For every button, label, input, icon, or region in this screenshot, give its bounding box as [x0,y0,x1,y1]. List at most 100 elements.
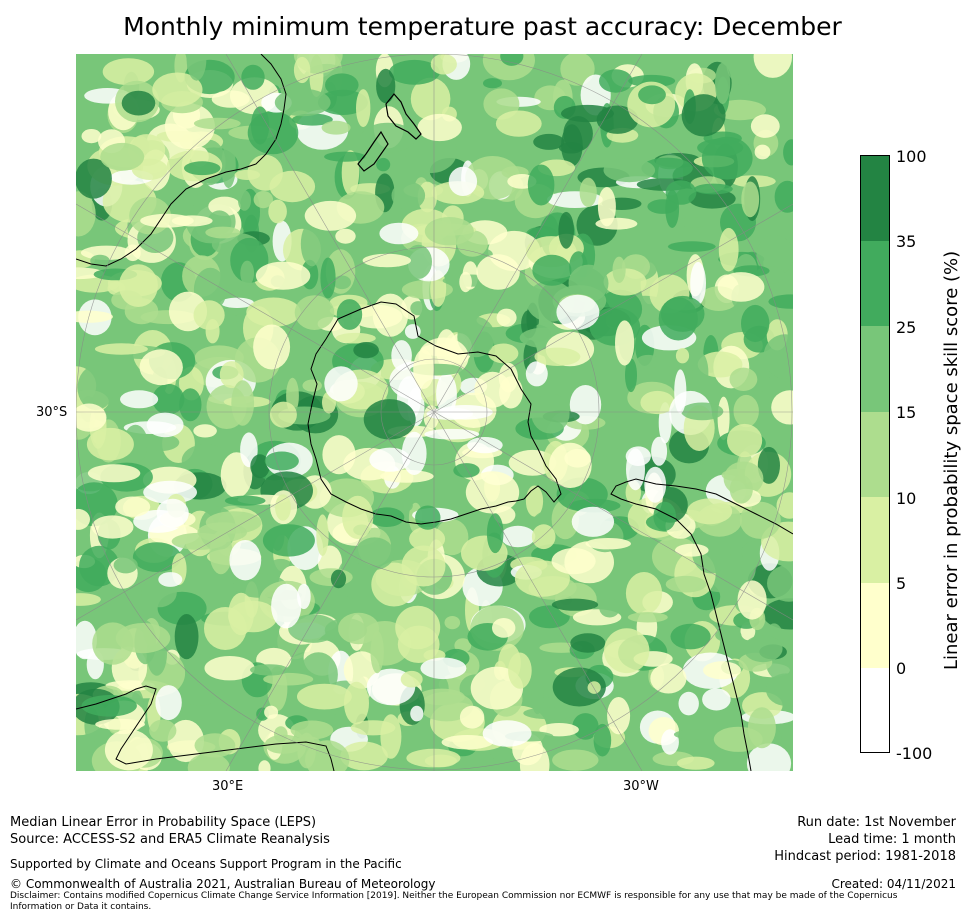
skill-field-patch [220,297,254,308]
skill-field-patch [476,254,520,290]
skill-field-patch [523,707,577,720]
skill-field-patch [688,189,736,209]
colorbar-tick: -100 [896,744,933,763]
skill-field-patch [436,372,457,416]
skill-field-patch [181,444,231,477]
colorbar-tick: 25 [896,318,917,337]
skill-field-patch [95,718,145,730]
skill-field-patch [294,295,335,330]
skill-field-patch [87,464,141,483]
skill-field-patch [409,526,446,552]
skill-field-patch [697,351,743,378]
skill-field-patch [152,383,185,415]
skill-field-patch [389,59,440,85]
skill-field-patch [118,264,158,307]
skill-field-patch [727,423,763,458]
skill-field-patch [376,68,396,104]
skill-field-patch [644,466,667,503]
skill-field-patch [92,622,134,665]
skill-field-patch [229,540,262,581]
skill-field-patch [263,672,314,686]
skill-field-patch [395,605,441,650]
skill-field-patch [155,685,182,721]
skill-field-patch [335,332,376,344]
skill-field-patch [531,524,556,550]
skill-field-patch [295,736,320,748]
skill-field-patch [653,501,676,531]
skill-field-patch [595,425,620,457]
skill-field-patch [615,320,635,366]
skill-field-patch [304,200,357,231]
skill-field-patch [253,324,291,370]
skill-field-patch [612,256,626,283]
colorbar-bin-10-15 [860,412,890,497]
skill-field-patch [625,446,651,467]
skill-field-patch [482,720,532,747]
skill-field-patch [527,164,555,206]
skill-field-patch [726,54,762,86]
skill-field-patch [401,431,427,475]
skill-field-patch [430,54,457,75]
skill-field-patch [771,390,793,425]
colorbar [860,155,890,753]
skill-field-patch [175,668,224,706]
skill-field-patch [404,244,432,279]
colorbar-bin-35-100 [860,155,890,241]
skill-field-patch [457,316,495,358]
skill-field-patch [219,361,244,389]
skill-field-patch [321,120,351,135]
skill-field-patch [300,221,324,267]
skill-field-patch [678,691,699,716]
skill-field-patch [400,670,423,688]
skill-field-patch [115,496,151,517]
colorbar-tick: 35 [896,232,917,251]
skill-field-patch [625,572,663,615]
skill-field-patch [492,618,516,638]
skill-field-patch [335,228,356,244]
skill-field-patch [729,367,758,391]
skill-field-patch [152,72,203,107]
skill-field-patch [76,403,107,432]
skill-field-patch [410,77,451,121]
skill-field-patch [369,447,411,472]
skill-field-patch [94,343,148,355]
skill-field-patch [322,435,356,475]
skill-score-map[interactable] [76,54,793,771]
skill-field-patch [587,681,601,694]
skill-field-patch [424,217,474,246]
skill-field-patch [675,348,690,364]
skill-field-patch [534,347,581,366]
skill-field-patch [763,598,793,630]
skill-field-patch [330,569,347,589]
colorbar-tick: 0 [896,659,907,678]
skill-field-patch [766,673,793,706]
skill-field-patch [739,501,781,539]
skill-field-patch [240,260,255,286]
skill-field-patch [410,705,424,722]
skill-field-patch [681,94,726,137]
skill-field-patch [673,729,721,740]
new-zealand-coastline [357,93,422,172]
skill-field-patch [251,106,270,145]
skill-field-patch [143,434,180,451]
skill-field-patch [514,560,570,597]
skill-field-patch [193,300,225,330]
skill-field-patch [681,402,724,421]
skill-field-patch [81,695,137,717]
australia-coastline [76,54,287,267]
skill-field-patch [687,498,733,525]
skill-field-patch [354,537,395,570]
skill-field-patch [211,90,250,108]
skill-field-patch [369,507,405,527]
colorbar-bin-neg100-0 [860,668,890,753]
lat-label-30s: 30°S [36,405,68,420]
skill-field-patch [77,365,115,411]
skill-field-patch [246,297,301,327]
skill-field-patch [638,85,666,105]
map-canvas [76,54,793,771]
skill-field-patch [558,211,574,249]
skill-field-patch [495,110,542,137]
skill-field-patch [120,390,159,409]
skill-field-patch [677,756,715,770]
map-title: Monthly minimum temperature past accurac… [123,12,842,41]
